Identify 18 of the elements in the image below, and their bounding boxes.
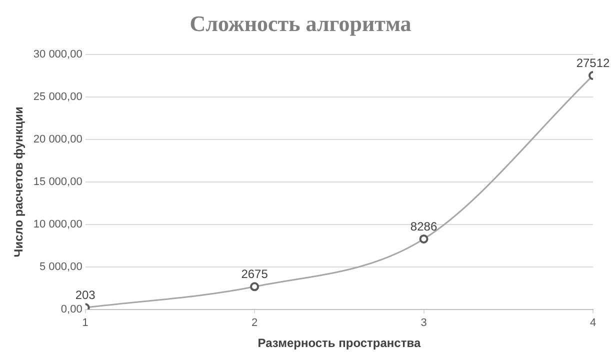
y-tick-label: 25 000,00 bbox=[33, 90, 82, 103]
y-tick-label: 5 000,00 bbox=[40, 260, 82, 273]
data-label: 8286 bbox=[410, 219, 438, 234]
y-tick-label: 0,00 bbox=[60, 303, 82, 316]
y-tick-label: 10 000,00 bbox=[33, 218, 82, 230]
x-tick-label: 3 bbox=[420, 317, 427, 330]
data-label: 2675 bbox=[241, 266, 268, 281]
data-label: 203 bbox=[75, 288, 96, 302]
data-label: 27512 bbox=[576, 56, 610, 70]
chart-title: Сложность алгоритма bbox=[190, 10, 412, 36]
y-tick-label: 20 000,00 bbox=[33, 133, 82, 146]
y-tick-label: 15 000,00 bbox=[33, 176, 82, 188]
x-tick-label: 1 bbox=[82, 317, 88, 330]
y-tick-label: 30 000,00 bbox=[33, 48, 82, 60]
x-axis-title: Размерность пространства bbox=[258, 336, 421, 350]
x-tick-label: 4 bbox=[590, 317, 596, 330]
x-tick-label: 2 bbox=[251, 317, 258, 330]
y-axis-title: Число расчетов функции bbox=[12, 106, 26, 258]
